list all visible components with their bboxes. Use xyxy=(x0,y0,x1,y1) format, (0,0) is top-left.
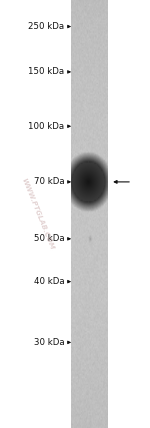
Text: 30 kDa: 30 kDa xyxy=(34,338,64,347)
Text: WWW.PTGLAB.COM: WWW.PTGLAB.COM xyxy=(20,177,55,251)
Text: 40 kDa: 40 kDa xyxy=(34,277,64,286)
Bar xyxy=(0,0,70,428)
Text: 70 kDa: 70 kDa xyxy=(34,177,64,187)
Text: 100 kDa: 100 kDa xyxy=(28,122,64,131)
Text: 150 kDa: 150 kDa xyxy=(28,67,64,77)
Text: 50 kDa: 50 kDa xyxy=(34,234,64,244)
Text: 250 kDa: 250 kDa xyxy=(28,22,64,31)
Bar xyxy=(108,0,150,428)
